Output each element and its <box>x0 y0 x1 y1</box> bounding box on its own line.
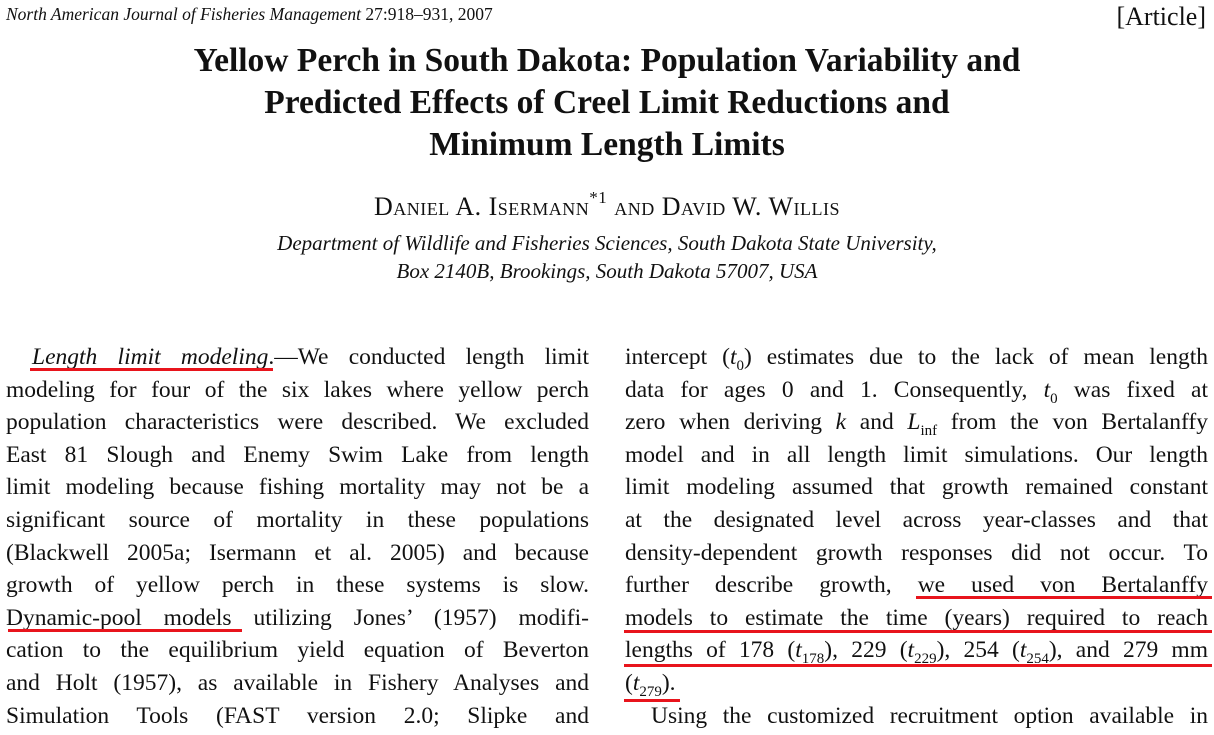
subscript: 178 <box>801 651 825 668</box>
body-line: intercept (t0) estimates due to the lack… <box>625 341 1208 374</box>
affiliation: Department of Wildlife and Fisheries Sci… <box>0 229 1214 285</box>
highlighted-text: we used von Bertalanffy <box>917 572 1208 599</box>
symbol-k: k <box>835 409 847 436</box>
annotation-underline <box>624 664 1212 667</box>
author-2: David W. Willis <box>661 192 840 221</box>
body-text: utilizing Jones’ (1957) modifi- <box>231 604 589 631</box>
body-line: density-dependent growth responses did n… <box>625 539 1208 566</box>
affiliation-line: Box 2140B, Brookings, South Dakota 57007… <box>396 259 818 283</box>
body-line: cation to the equilibrium yield equation… <box>6 637 589 664</box>
dynamic-pool-phrase: Dynamic-pool models <box>6 604 232 631</box>
body-line: and Holt (1957), as available in Fishery… <box>6 669 589 696</box>
body-text: ) estimates due to the lack of mean leng… <box>744 344 1208 370</box>
body-line: at the designated level across year-clas… <box>625 506 1208 533</box>
author-1-mark: *1 <box>589 188 608 207</box>
left-column: Length limit modeling.—We conducted leng… <box>6 341 589 732</box>
body-line: (t279). <box>625 667 1208 700</box>
body-line: limit modeling because fishing mortality… <box>6 474 589 501</box>
subscript: 254 <box>1026 651 1049 668</box>
body-text: ), 229 ( <box>824 637 908 664</box>
body-line: Length limit modeling.—We conducted leng… <box>6 341 589 374</box>
title-line: Yellow Perch in South Dakota: Population… <box>193 42 1021 79</box>
subscript: 0 <box>1050 390 1058 407</box>
body-line: models to estimate the time (years) requ… <box>625 604 1208 631</box>
body-line: East 81 Slough and Enemy Swim Lake from … <box>6 441 589 468</box>
symbol-t: t <box>729 344 737 370</box>
body-text: was fixed at <box>1057 376 1208 403</box>
article-tag: [Article] <box>1116 2 1206 31</box>
symbol-L: L <box>907 409 921 436</box>
body-text: .—We conducted length limit <box>268 344 589 370</box>
body-text: ). <box>661 669 676 696</box>
affiliation-line: Department of Wildlife and Fisheries Sci… <box>277 231 937 255</box>
symbol-t: t <box>795 637 802 664</box>
journal-citation: North American Journal of Fisheries Mana… <box>6 4 493 25</box>
subscript: 0 <box>736 358 745 374</box>
symbol-t: t <box>907 637 915 664</box>
body-text: from the von Bertalanffy <box>937 409 1208 436</box>
journal-name: North American Journal of Fisheries Mana… <box>6 4 361 24</box>
body-text: ( <box>625 669 633 696</box>
symbol-t: t <box>1043 376 1051 403</box>
body-text: further describe growth, <box>625 572 918 599</box>
body-line: limit modeling assumed that growth remai… <box>625 474 1208 501</box>
body-text: and <box>846 409 908 436</box>
author-line: Daniel A. Isermann*1 and David W. Willis <box>0 188 1214 222</box>
body-text: lengths of 178 ( <box>625 637 796 664</box>
body-text: ), 254 ( <box>936 637 1020 664</box>
annotation-underline <box>624 699 680 702</box>
body-line: population characteristics were describe… <box>6 409 589 436</box>
annotation-underline <box>30 368 273 371</box>
body-line: zero when deriving k and Linf from the v… <box>625 406 1208 439</box>
body-line: data for ages 0 and 1. Consequently, t0 … <box>625 374 1208 407</box>
body-line: further describe growth, we used von Ber… <box>625 569 1208 602</box>
body-text: intercept ( <box>625 344 730 370</box>
section-heading: Length limit modeling <box>32 344 269 370</box>
body-line: significant source of mortality in these… <box>6 506 589 533</box>
author-1: Daniel A. Isermann <box>374 192 590 221</box>
symbol-t: t <box>1019 637 1027 664</box>
volume-pages: 27:918–931, 2007 <box>365 4 493 24</box>
author-and: and <box>614 192 655 221</box>
body-line: growth of yellow perch in these systems … <box>6 572 589 599</box>
body-line: model and in all length limit simulation… <box>625 441 1208 468</box>
body-text: zero when deriving <box>625 409 836 436</box>
body-text: data for ages 0 and 1. Consequently, <box>625 376 1044 403</box>
annotation-underline <box>624 630 1212 633</box>
paper-title: Yellow Perch in South Dakota: Population… <box>0 40 1214 166</box>
annotation-underline <box>916 596 1212 599</box>
annotation-underline <box>8 629 242 632</box>
body-line: modeling for four of the six lakes where… <box>6 376 589 403</box>
title-line: Minimum Length Limits <box>429 126 785 163</box>
body-line: Using the customized recruitment option … <box>651 702 1208 729</box>
body-line: Dynamic-pool models utilizing Jones’ (19… <box>6 602 589 635</box>
subscript: inf <box>920 423 938 440</box>
body-line: Simulation Tools (FAST version 2.0; Slip… <box>6 702 589 729</box>
body-line: lengths of 178 (t178), 229 (t229), 254 (… <box>625 634 1208 667</box>
subscript: 229 <box>914 651 937 668</box>
subscript: 279 <box>639 683 662 700</box>
title-line: Predicted Effects of Creel Limit Reducti… <box>264 84 950 121</box>
right-column: intercept (t0) estimates due to the lack… <box>625 341 1208 732</box>
body-line: (Blackwell 2005a; Isermann et al. 2005) … <box>6 539 589 566</box>
body-text: ), and 279 mm <box>1048 637 1208 664</box>
symbol-t: t <box>632 669 640 696</box>
